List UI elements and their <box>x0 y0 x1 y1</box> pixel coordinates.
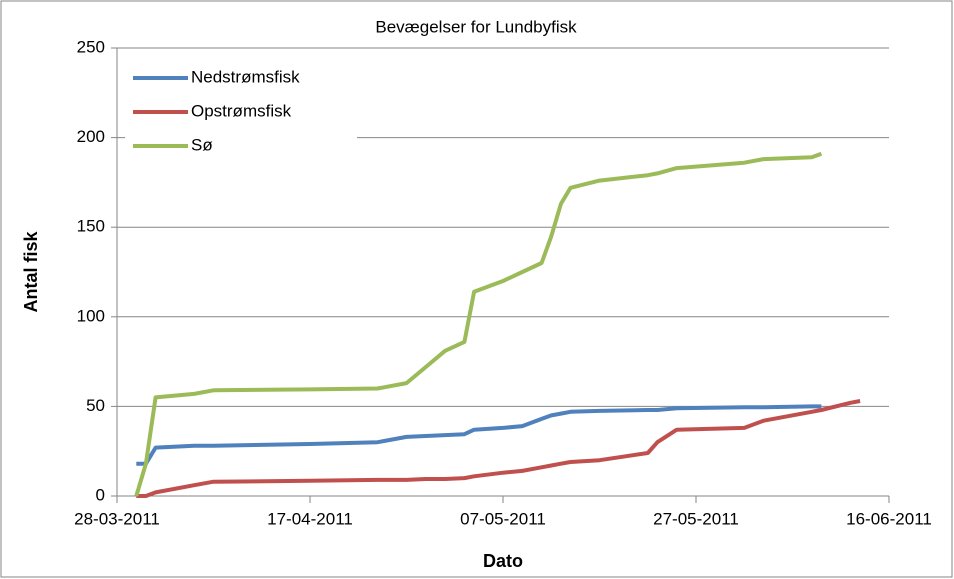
legend-label: Nedstrømsfisk <box>191 67 300 86</box>
legend-label: Opstrømsfisk <box>191 101 292 120</box>
y-tick-label: 150 <box>77 217 105 236</box>
legend-label: Sø <box>191 135 213 154</box>
y-tick-label: 250 <box>77 37 105 56</box>
y-tick-label: 100 <box>77 306 105 325</box>
y-tick-label: 50 <box>86 396 105 415</box>
x-tick-label: 28-03-2011 <box>74 509 160 528</box>
x-tick-label: 27-05-2011 <box>653 509 739 528</box>
data-line <box>136 399 861 498</box>
y-tick-label: 200 <box>77 127 105 146</box>
x-tick-label: 16-06-2011 <box>846 509 932 528</box>
data-line <box>136 404 822 466</box>
y-axis-label: Antal fisk <box>21 231 41 313</box>
chart-title: Bevægelser for Lundbyfisk <box>375 17 577 36</box>
y-tick-label: 0 <box>96 485 105 504</box>
x-tick-label: 07-05-2011 <box>460 509 546 528</box>
x-axis-label: Dato <box>483 551 523 571</box>
data-line <box>134 151 823 497</box>
x-tick-label: 17-04-2011 <box>267 509 353 528</box>
